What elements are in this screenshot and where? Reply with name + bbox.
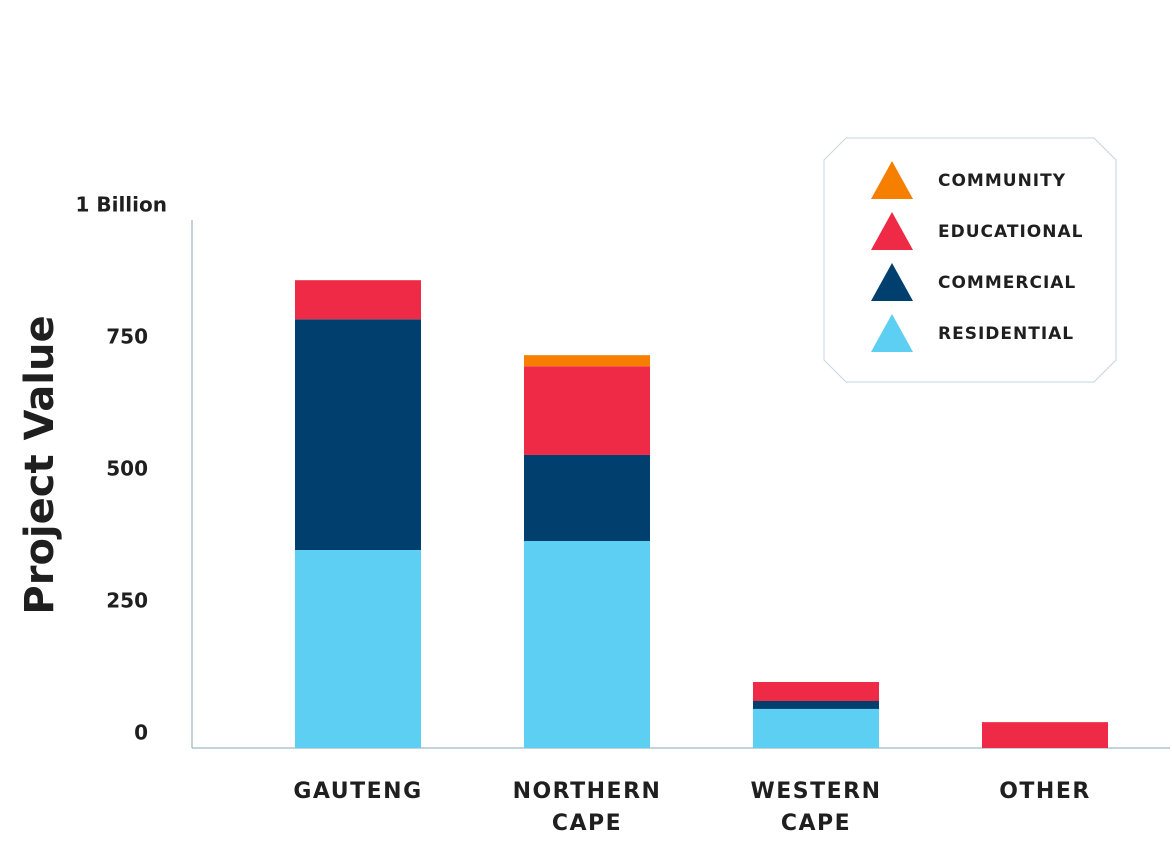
bar-segment: [524, 454, 650, 542]
y-tick-label: 750: [106, 325, 148, 349]
bar-segment: [295, 550, 421, 748]
x-tick-label: OTHER: [999, 779, 1091, 804]
legend-label: COMMERCIAL: [938, 273, 1076, 293]
y-tick-label: 500: [106, 457, 148, 481]
legend-label: RESIDENTIAL: [938, 324, 1074, 344]
legend-label: EDUCATIONAL: [938, 222, 1083, 242]
y-tick-label: 250: [106, 589, 148, 613]
x-tick-label: WESTERN CAPE: [750, 779, 882, 836]
bar-segment: [982, 722, 1108, 748]
bar-segment: [295, 280, 421, 320]
bar-segment: [295, 319, 421, 550]
legend-marker: [871, 263, 913, 301]
y-tick-label: 0: [134, 721, 148, 745]
legend-label: COMMUNITY: [938, 171, 1066, 191]
bar-segment: [524, 366, 650, 455]
bar-segment: [753, 708, 879, 748]
bar-segment: [524, 541, 650, 748]
bar-segment: [753, 682, 879, 702]
bar-segment: [524, 355, 650, 367]
x-tick-label: GAUTENG: [293, 779, 423, 804]
y-tick-label: 1 Billion: [75, 193, 167, 217]
legend-marker: [871, 161, 913, 199]
bar-segment: [753, 701, 879, 709]
legend-marker: [871, 212, 913, 250]
y-axis-title: Project Value: [17, 315, 63, 614]
x-tick-label: NORTHERN CAPE: [512, 779, 662, 836]
legend-marker: [871, 314, 913, 352]
